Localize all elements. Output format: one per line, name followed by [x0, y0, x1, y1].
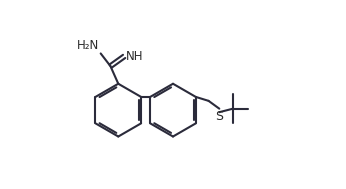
Text: H₂N: H₂N	[76, 39, 99, 52]
Text: NH: NH	[126, 50, 143, 63]
Text: S: S	[215, 110, 223, 123]
